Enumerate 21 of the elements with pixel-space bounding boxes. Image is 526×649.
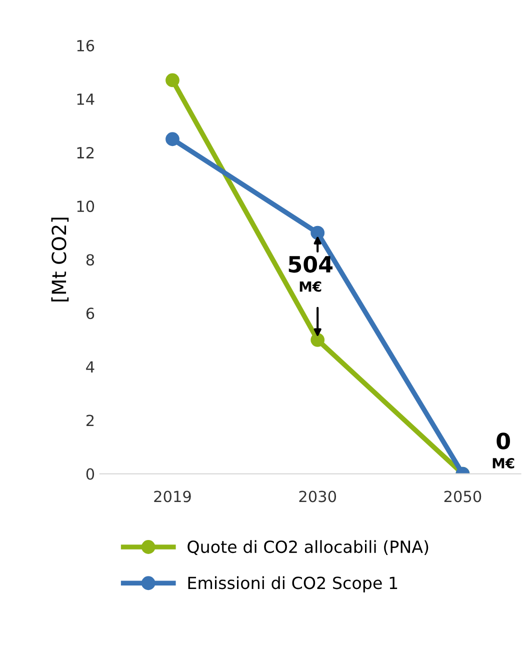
x-tick-label: 2050 [444,490,482,502]
point [310,226,325,240]
y-tick-label: 10 [77,200,94,212]
y-tick-label: 16 [77,40,94,52]
x-tick-label: 2030 [299,490,336,502]
y-tick-label: 0 [86,468,94,480]
legend-label: Emissioni di CO2 Scope 1 [188,576,398,592]
annotation: 504 M€ [288,256,333,292]
point [310,332,325,347]
annotation: 0 M€ [492,432,514,468]
point [166,73,180,88]
x-tick-label: 2019 [154,490,191,502]
y-tick-label: 2 [86,414,94,426]
y-axis-title: [Mt CO2] [51,218,69,302]
y-tick-label: 8 [86,254,94,266]
y-tick-label: 4 [86,361,94,372]
point [166,132,180,146]
y-tick-label: 12 [77,146,94,158]
y-tick-label: 6 [86,308,94,320]
legend-label: Quote di CO2 allocabili (PNA) [188,540,428,556]
y-tick-label: 14 [77,94,94,105]
